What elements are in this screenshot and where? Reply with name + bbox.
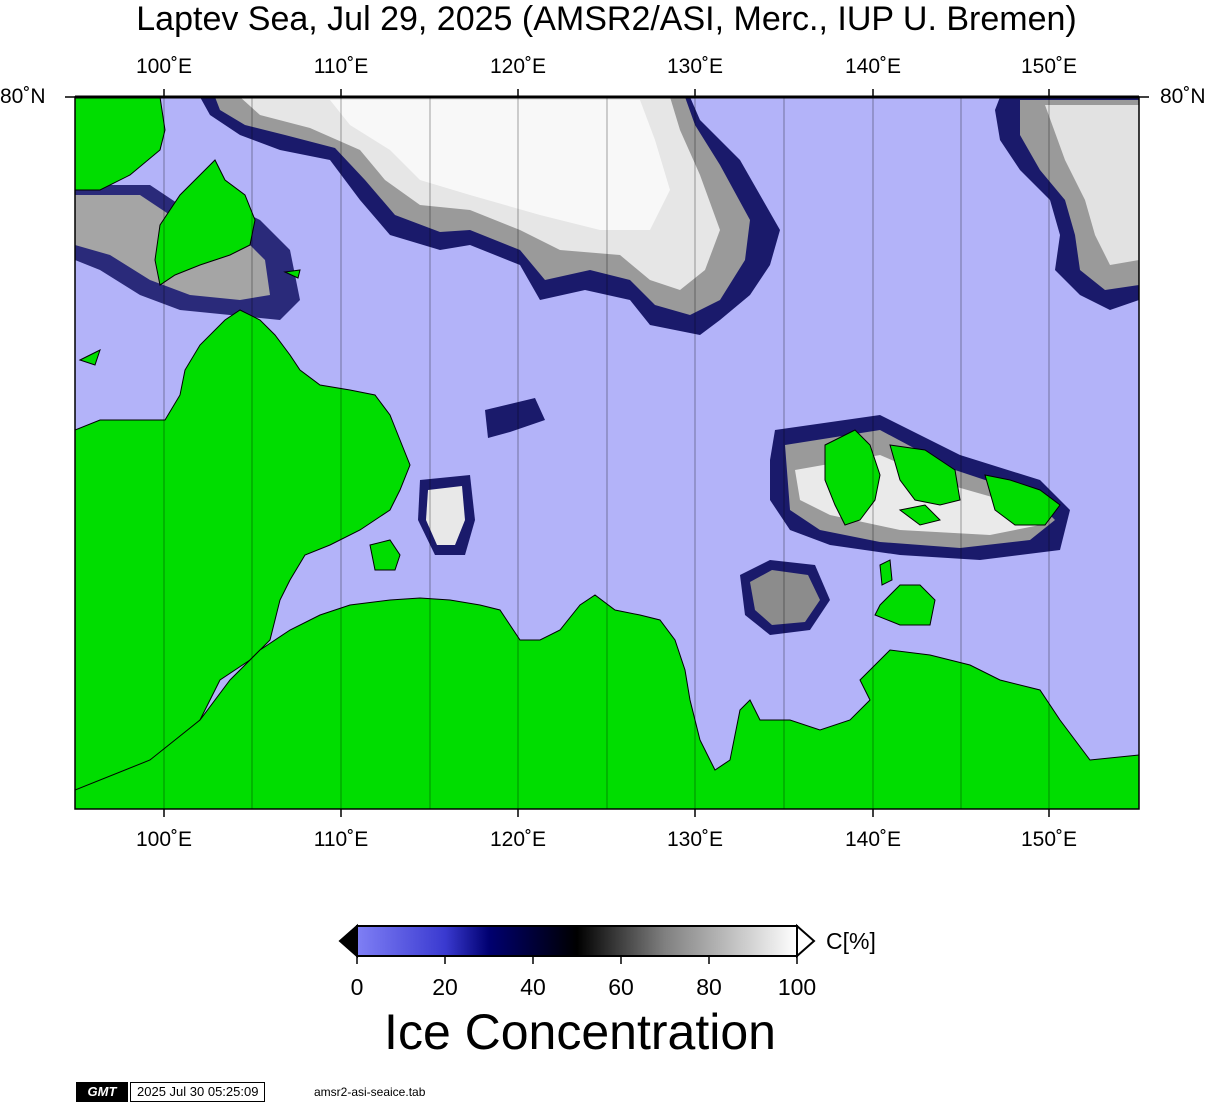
colorbar-low-triangle (338, 923, 358, 959)
lon-label-top-110: 110˚E (313, 55, 369, 78)
colorbar-high-triangle (796, 923, 816, 959)
sea-ice-northeast (995, 97, 1139, 310)
map-title: Laptev Sea, Jul 29, 2025 (AMSR2/ASI, Mer… (136, 0, 1077, 38)
colorbar-tick-100: 100 (777, 974, 817, 1000)
lat-label-left: 80˚N (0, 85, 46, 108)
lon-label-bottom-110: 110˚E (313, 828, 369, 851)
lon-label-top-100: 100˚E (135, 55, 193, 78)
axis-ticks (65, 89, 1149, 817)
data-filename: amsr2-asi-seaice.tab (314, 1085, 426, 1099)
colorbar-tick-20: 20 (432, 974, 458, 1000)
lon-label-bottom-140: 140˚E (844, 828, 902, 851)
colorbar (356, 925, 798, 957)
lon-label-bottom-100: 100˚E (135, 828, 193, 851)
lat-label-right: 80˚N (1160, 85, 1206, 108)
meridians (163, 97, 1050, 809)
colorbar-tick-0: 0 (350, 974, 364, 1000)
colorbar-ticks (356, 956, 798, 964)
lon-label-bottom-130: 130˚E (666, 828, 724, 851)
lon-label-top-130: 130˚E (666, 55, 724, 78)
lon-label-top-140: 140˚E (844, 55, 902, 78)
lon-label-bottom-150: 150˚E (1020, 828, 1078, 851)
lon-label-top-120: 120˚E (489, 55, 547, 78)
sea-ice-north-central (200, 97, 780, 335)
gmt-logo: GMT (76, 1082, 128, 1102)
colorbar-tick-80: 80 (696, 974, 722, 1000)
lon-label-top-150: 150˚E (1020, 55, 1078, 78)
timestamp: 2025 Jul 30 05:25:09 (130, 1082, 266, 1102)
colorbar-tick-60: 60 (608, 974, 634, 1000)
colorbar-title: Ice Concentration (384, 1004, 776, 1060)
lon-label-bottom-120: 120˚E (489, 828, 547, 851)
colorbar-tick-40: 40 (520, 974, 546, 1000)
sea-ice-small-patches (418, 398, 830, 635)
colorbar-unit: C[%] (826, 928, 876, 954)
